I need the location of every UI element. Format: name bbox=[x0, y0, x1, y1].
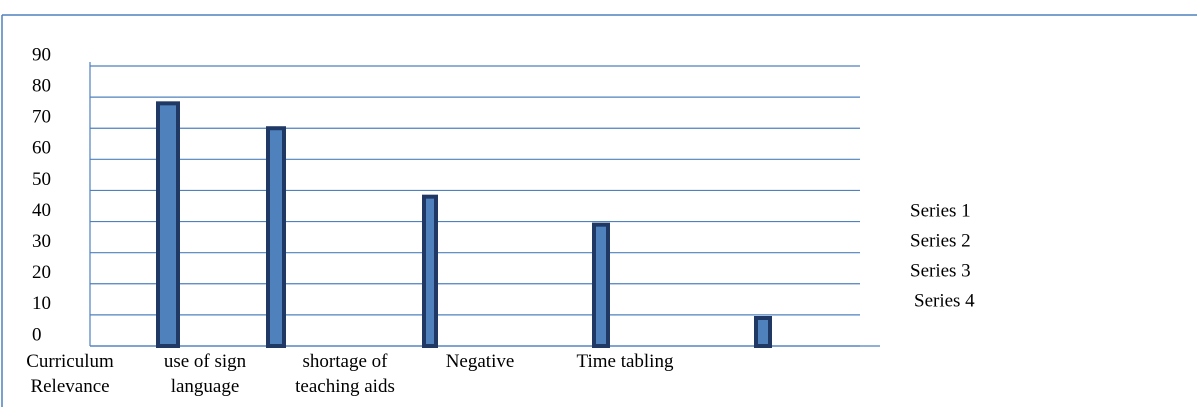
y-tick-label: 90 bbox=[32, 44, 51, 65]
y-tick-label: 70 bbox=[32, 107, 51, 128]
x-tick-label: use of sign language bbox=[163, 351, 247, 397]
y-tick-label: 20 bbox=[32, 262, 51, 283]
x-tick-label: Time tabling bbox=[576, 351, 674, 372]
legend-label: Series 4 bbox=[914, 290, 975, 311]
bar bbox=[592, 222, 610, 349]
legend-label: Series 2 bbox=[910, 230, 971, 251]
legend-label: Series 1 bbox=[910, 200, 971, 221]
x-tick-label: Negative bbox=[445, 351, 515, 372]
bar bbox=[422, 194, 438, 348]
legend-label: Series 3 bbox=[910, 260, 971, 281]
y-tick-label: 40 bbox=[32, 200, 51, 221]
y-tick-label: 30 bbox=[32, 231, 51, 252]
bar bbox=[266, 126, 286, 348]
y-tick-label: 0 bbox=[32, 324, 42, 345]
x-tick-label: shortage of teaching aids bbox=[295, 351, 395, 397]
y-tick-label: 80 bbox=[32, 75, 51, 96]
y-tick-label: 10 bbox=[32, 293, 51, 314]
y-tick-label: 50 bbox=[32, 169, 51, 190]
x-tick-label: Curriculum Relevance bbox=[26, 351, 114, 397]
bar bbox=[754, 316, 772, 348]
bar bbox=[156, 101, 180, 349]
y-tick-label: 60 bbox=[32, 138, 51, 159]
